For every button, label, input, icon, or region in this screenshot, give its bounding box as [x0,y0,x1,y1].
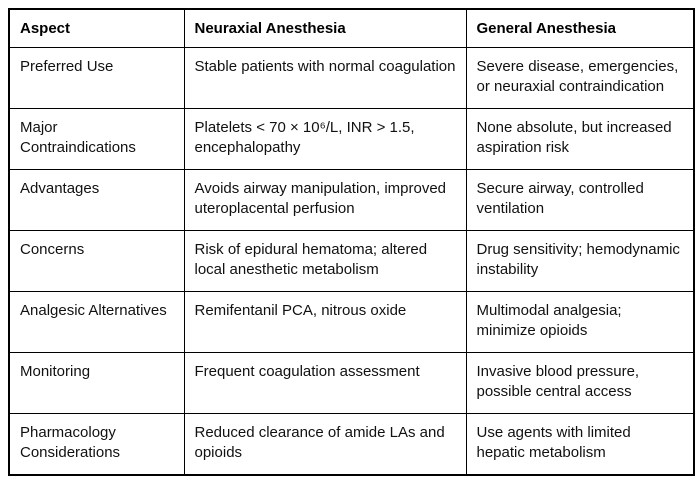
general-cell: Severe disease, emergencies, or neuraxia… [465,47,695,109]
neuraxial-cell: Frequent coagulation assessment [183,352,467,414]
neuraxial-cell: Reduced clearance of amide LAs and opioi… [183,413,467,475]
general-cell: Secure airway, controlled ventilation [465,169,695,231]
neuraxial-cell: Remifentanil PCA, nitrous oxide [183,291,467,353]
table-row: Preferred Use Stable patients with norma… [8,47,695,109]
neuraxial-cell: Platelets < 70 × 10⁶/L, INR > 1.5, encep… [183,108,467,170]
aspect-cell: Pharmacology Considerations [8,413,185,475]
header-row: Aspect Neuraxial Anesthesia General Anes… [8,8,695,48]
general-cell: Use agents with limited hepatic metaboli… [465,413,695,475]
general-cell: None absolute, but increased aspiration … [465,108,695,170]
anesthesia-comparison-table: Aspect Neuraxial Anesthesia General Anes… [8,8,695,476]
aspect-cell: Monitoring [8,352,185,414]
neuraxial-cell: Risk of epidural hematoma; altered local… [183,230,467,292]
table-row: Concerns Risk of epidural hematoma; alte… [8,230,695,292]
aspect-cell: Major Contraindications [8,108,185,170]
general-cell: Multimodal analgesia; minimize opioids [465,291,695,353]
column-header-aspect: Aspect [8,8,185,48]
table-row: Major Contraindications Platelets < 70 ×… [8,108,695,170]
aspect-cell: Advantages [8,169,185,231]
general-cell: Invasive blood pressure, possible centra… [465,352,695,414]
table-row: Pharmacology Considerations Reduced clea… [8,413,695,475]
general-cell: Drug sensitivity; hemodynamic instabilit… [465,230,695,292]
table-row: Advantages Avoids airway manipulation, i… [8,169,695,231]
column-header-neuraxial: Neuraxial Anesthesia [183,8,467,48]
neuraxial-cell: Stable patients with normal coagulation [183,47,467,109]
aspect-cell: Concerns [8,230,185,292]
aspect-cell: Analgesic Alternatives [8,291,185,353]
table-row: Monitoring Frequent coagulation assessme… [8,352,695,414]
aspect-cell: Preferred Use [8,47,185,109]
table-row: Analgesic Alternatives Remifentanil PCA,… [8,291,695,353]
neuraxial-cell: Avoids airway manipulation, improved ute… [183,169,467,231]
column-header-general: General Anesthesia [465,8,695,48]
